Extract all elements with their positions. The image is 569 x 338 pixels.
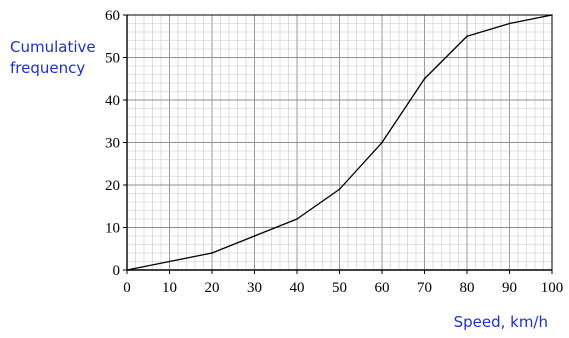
x-tick-label: 50 — [332, 280, 347, 296]
y-tick-label: 0 — [113, 263, 121, 279]
x-tick-label: 30 — [247, 280, 262, 296]
x-tick-label: 100 — [541, 280, 564, 296]
data-point — [126, 269, 128, 271]
x-tick-label: 10 — [162, 280, 177, 296]
data-point — [253, 235, 256, 237]
data-point — [423, 77, 426, 80]
data-point — [551, 14, 553, 16]
x-tick-label: 20 — [205, 280, 220, 296]
data-point — [381, 141, 383, 144]
axes — [123, 14, 553, 274]
x-tick-label: 60 — [375, 280, 390, 296]
series-layer — [126, 14, 553, 271]
data-point — [466, 35, 468, 38]
y-tick-label: 40 — [105, 93, 120, 109]
y-axis-title-line-2: frequency — [10, 59, 85, 77]
data-point — [508, 22, 511, 25]
x-tick-label: 40 — [290, 280, 305, 296]
x-tick-labels: 0 10 20 30 40 50 60 70 80 90 100 — [123, 280, 563, 296]
y-tick-label: 30 — [105, 136, 120, 152]
y-tick-labels: 0 10 20 30 40 50 60 — [105, 8, 120, 279]
x-tick-label: 70 — [417, 280, 432, 296]
x-tick-label: 80 — [460, 280, 475, 296]
x-axis-title: Speed, km/h — [454, 313, 548, 331]
data-point — [296, 218, 298, 220]
x-tick-label: 90 — [502, 280, 517, 296]
y-tick-label: 10 — [105, 221, 120, 237]
data-point — [211, 252, 213, 254]
y-tick-label: 60 — [105, 8, 120, 24]
data-point — [168, 260, 171, 263]
y-tick-label: 50 — [105, 51, 120, 67]
grid — [126, 14, 553, 271]
y-tick-label: 20 — [105, 178, 120, 194]
data-point — [338, 188, 341, 191]
x-tick-label: 0 — [123, 280, 131, 296]
axis-titles: Cumulative frequency Speed, km/h — [10, 38, 548, 331]
y-axis-title-line-1: Cumulative — [10, 38, 96, 56]
